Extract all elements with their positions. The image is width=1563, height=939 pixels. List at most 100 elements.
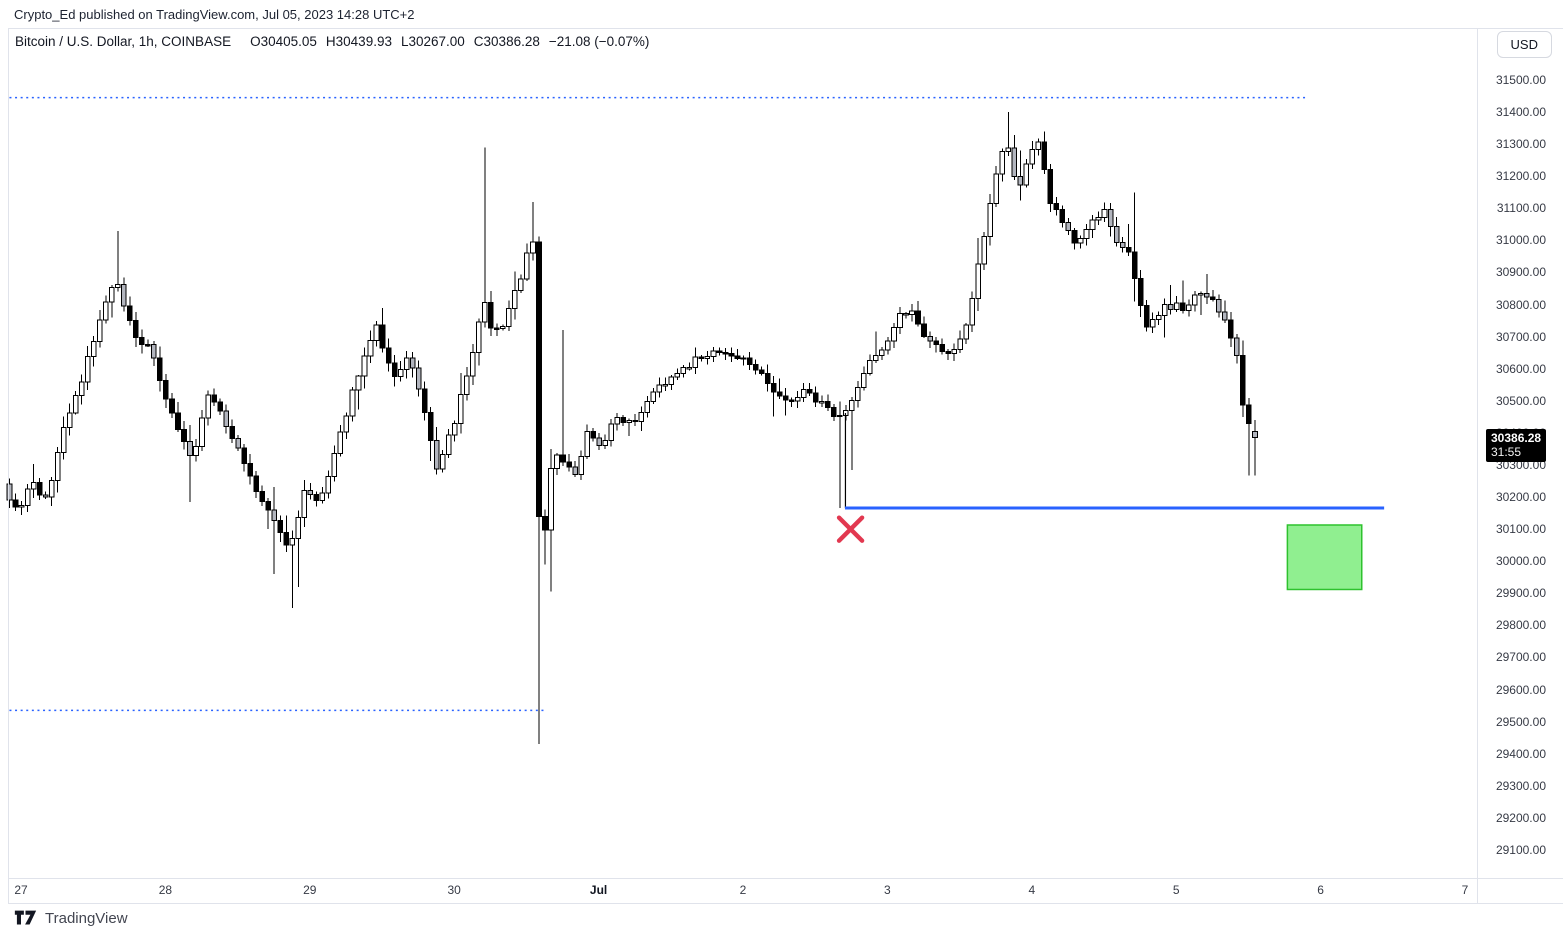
candle <box>776 391 783 397</box>
candle <box>1198 292 1204 296</box>
candle <box>879 349 885 356</box>
candle <box>830 406 837 418</box>
candle <box>758 369 765 374</box>
attribution-text: Crypto_Ed published on TradingView.com, … <box>14 7 415 22</box>
candle <box>818 401 825 404</box>
ohlc-field-O: O30405.05 <box>250 34 317 49</box>
ohlc-field-C: C30386.28 <box>473 34 540 49</box>
candle <box>439 454 446 470</box>
left-pane-border <box>8 28 9 904</box>
time-scale[interactable]: 27 28 29 30 Jul 2 3 4 5 6 7 <box>0 878 1563 903</box>
candle <box>1228 319 1234 339</box>
candle <box>560 454 566 463</box>
candle <box>1017 176 1024 186</box>
candle <box>734 355 741 359</box>
candle <box>169 398 175 414</box>
candle <box>963 324 969 340</box>
candle <box>680 366 687 374</box>
candle <box>115 283 121 288</box>
time-tick-label: 29 <box>303 883 317 897</box>
price-tick-label: 31100.00 <box>1496 201 1546 216</box>
candle <box>626 419 633 423</box>
last-price-value: 30386.28 <box>1491 431 1542 445</box>
time-tick-label: 4 <box>1028 883 1036 897</box>
candle <box>698 356 705 359</box>
price-tick-label: 31300.00 <box>1495 137 1546 152</box>
ohlc-values: O30405.05 H30439.93 L30267.00 C30386.28 <box>241 34 540 49</box>
price-scale[interactable]: 31500.00 31400.00 31300.00 31200.00 31100.00… <box>1477 28 1563 878</box>
candle <box>1234 337 1240 356</box>
candle <box>253 475 259 492</box>
candle <box>933 340 939 346</box>
time-tick-label: 28 <box>158 883 173 897</box>
candle <box>897 313 903 328</box>
candle <box>554 454 560 469</box>
tradingview-logo[interactable]: TradingView <box>14 909 128 927</box>
candle <box>6 483 13 501</box>
candle <box>319 492 326 502</box>
price-tick-label: 30700.00 <box>1495 329 1546 344</box>
currency-toggle-button[interactable]: USD <box>1496 31 1552 58</box>
candle <box>1179 302 1186 311</box>
candle <box>355 375 362 391</box>
candle <box>445 434 452 456</box>
price-tick-label: 30600.00 <box>1495 361 1546 376</box>
price-tick-label: 29500.00 <box>1495 714 1546 729</box>
candle <box>108 286 115 303</box>
candle <box>716 350 723 354</box>
price-tick-label: 30100.00 <box>1495 522 1546 537</box>
candle <box>1083 228 1090 239</box>
candle <box>999 151 1006 175</box>
candle <box>662 383 669 387</box>
candle <box>205 394 211 419</box>
bar-close-countdown: 31:55 <box>1491 445 1522 459</box>
candle <box>1071 229 1078 244</box>
candle <box>415 367 422 390</box>
candle <box>90 341 97 358</box>
candle <box>403 357 410 371</box>
candle <box>500 325 506 329</box>
candle <box>54 452 61 482</box>
candle <box>614 416 620 425</box>
candle <box>885 340 891 351</box>
candle <box>764 372 771 384</box>
candle <box>770 382 777 393</box>
candle <box>704 356 711 359</box>
candle <box>30 481 37 490</box>
candle <box>524 252 530 280</box>
time-tick-label: 7 <box>1461 883 1469 897</box>
price-tick-label: 29300.00 <box>1495 778 1546 793</box>
candle <box>391 362 398 377</box>
price-tick-label: 30800.00 <box>1495 297 1546 312</box>
candle <box>1077 237 1084 244</box>
green-target-box <box>1286 524 1363 591</box>
candle <box>223 410 229 427</box>
candle <box>12 499 19 508</box>
candle <box>84 356 91 383</box>
price-tick-label: 29800.00 <box>1495 618 1546 633</box>
candle <box>584 431 590 457</box>
candle <box>1161 303 1168 316</box>
candle <box>969 297 975 326</box>
candle <box>975 263 981 299</box>
candle <box>349 389 356 417</box>
candle <box>572 466 578 475</box>
candle <box>806 389 813 394</box>
candle <box>1185 304 1192 311</box>
candle <box>331 453 338 478</box>
candle <box>945 351 951 354</box>
price-tick-label: 29900.00 <box>1495 586 1546 601</box>
candle <box>301 489 308 519</box>
candle <box>60 426 67 454</box>
candle <box>187 440 193 457</box>
price-tick-label: 29100.00 <box>1495 842 1546 857</box>
time-tick-label: Jul <box>589 883 608 897</box>
candle <box>824 401 831 408</box>
candle <box>518 278 524 291</box>
price-scale-separator <box>1477 28 1478 904</box>
candle <box>151 344 157 359</box>
candle <box>1011 147 1018 178</box>
candle <box>596 437 602 446</box>
candle <box>163 380 169 400</box>
